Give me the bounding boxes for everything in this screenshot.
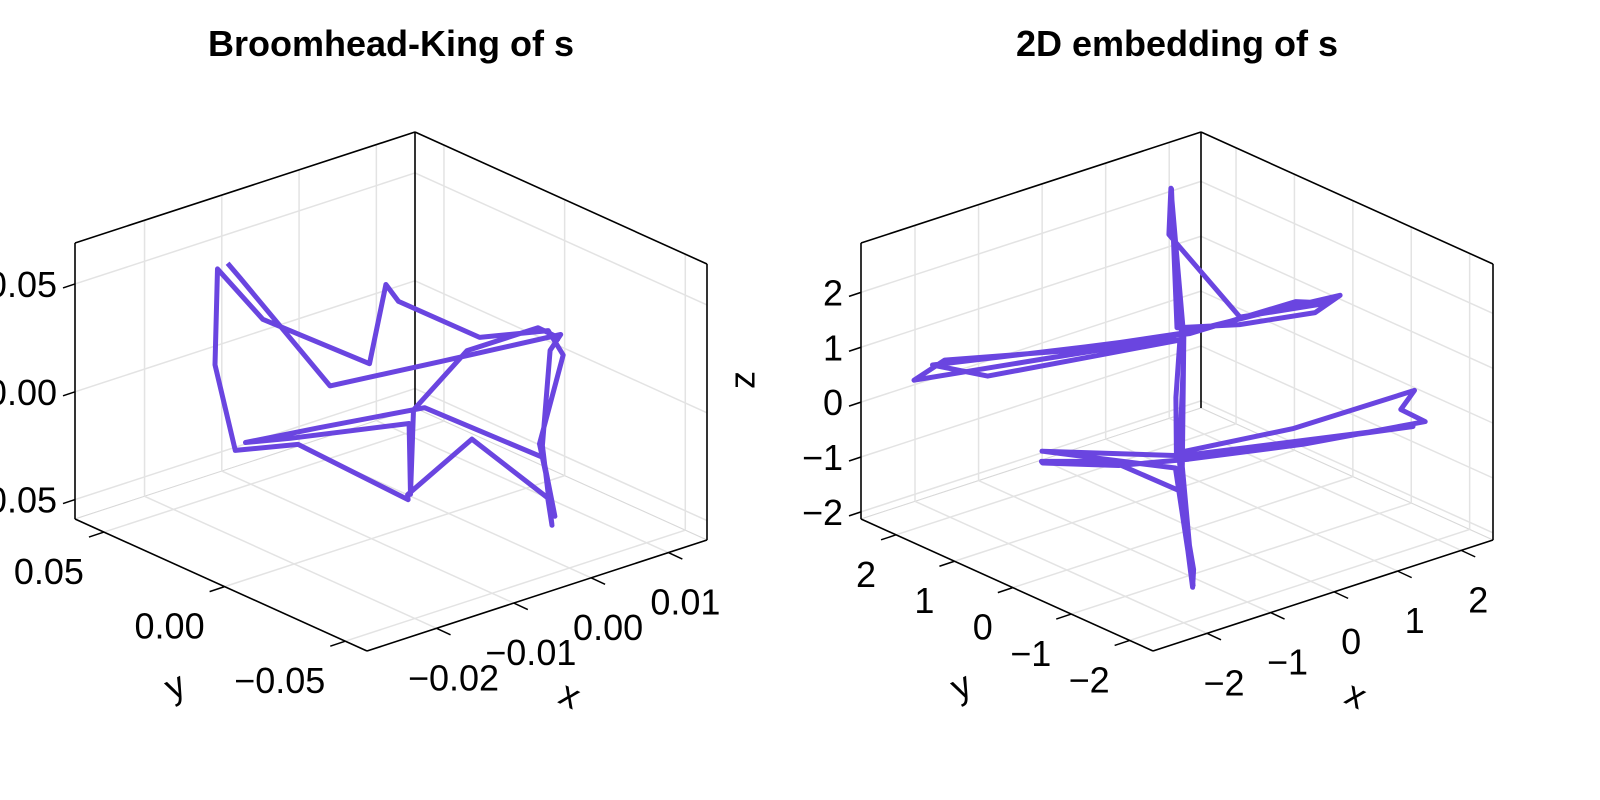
trajectory-line xyxy=(212,261,566,528)
tick-mark xyxy=(590,577,606,586)
grid-line xyxy=(1200,400,1494,534)
grid-line xyxy=(914,500,1208,635)
tick-mark xyxy=(848,456,862,462)
x-tick-label: −2 xyxy=(1203,662,1244,703)
tick-mark xyxy=(997,586,1014,594)
axis-edge xyxy=(1152,539,1494,652)
grid-line xyxy=(860,235,1202,348)
axis-edge xyxy=(366,539,708,652)
axis-edge xyxy=(1200,131,1494,265)
x-tick-label: −1 xyxy=(1267,642,1308,683)
tick-mark xyxy=(1270,611,1285,620)
grid-line xyxy=(1200,235,1494,369)
y-tick-label: −0.05 xyxy=(234,660,325,701)
tick-mark xyxy=(1056,613,1072,620)
grid-line xyxy=(414,172,708,306)
y-tick-label: −1 xyxy=(1010,633,1051,674)
axis-edge xyxy=(860,131,1202,244)
y-tick-label: 0.05 xyxy=(14,551,84,592)
axis-edge xyxy=(414,131,708,265)
x-axis-label: x xyxy=(1339,672,1373,717)
grid-line xyxy=(103,420,445,533)
y-tick-label: 0 xyxy=(973,607,993,648)
x-tick-label: −0.01 xyxy=(485,632,576,673)
axis-edge xyxy=(74,131,416,244)
axis-edge xyxy=(74,518,368,652)
z-tick-label: 1 xyxy=(823,327,843,368)
y-axis-label: y xyxy=(944,663,978,708)
z-tick-label: 2 xyxy=(823,272,843,313)
grid-line xyxy=(954,449,1295,562)
grid-line xyxy=(1200,180,1494,315)
z-tick-label: 0.05 xyxy=(0,264,57,305)
grid-line xyxy=(1071,502,1412,615)
x-tick-label: 0 xyxy=(1341,621,1361,662)
z-tick-label: 0 xyxy=(823,382,843,423)
tick-mark xyxy=(1333,591,1349,600)
grid-line xyxy=(224,474,565,588)
tick-mark xyxy=(1460,549,1476,558)
grid-line xyxy=(978,479,1271,614)
chart-title: 2D embedding of s xyxy=(1016,23,1338,64)
grid-line xyxy=(74,172,416,285)
z-tick-label: 0.00 xyxy=(0,372,57,413)
tick-mark xyxy=(1206,632,1222,641)
tick-mark xyxy=(848,511,862,517)
grid-line xyxy=(221,470,515,604)
tick-mark xyxy=(62,391,76,397)
tick-mark xyxy=(209,585,225,593)
tick-mark xyxy=(62,498,76,505)
y-tick-label: 2 xyxy=(856,554,876,595)
grid-line xyxy=(860,345,1202,458)
axis-edge xyxy=(860,518,1154,652)
grid-line xyxy=(74,280,416,393)
tick-mark xyxy=(513,602,529,611)
x-tick-label: 2 xyxy=(1468,579,1488,620)
grid-line xyxy=(345,529,686,642)
z-tick-label: −0.05 xyxy=(0,480,57,521)
tick-mark xyxy=(880,534,897,541)
grid-line xyxy=(860,180,1202,294)
x-tick-label: 0.01 xyxy=(650,582,720,623)
x-tick-label: 0.00 xyxy=(573,607,643,648)
tick-mark xyxy=(668,551,683,560)
tick-mark xyxy=(436,627,451,636)
x-tick-label: 1 xyxy=(1405,600,1425,641)
grid-line xyxy=(144,495,437,629)
z-axis-label: z xyxy=(722,371,763,389)
y-tick-label: 0.00 xyxy=(135,606,205,647)
tick-mark xyxy=(330,640,346,647)
tick-mark xyxy=(1114,639,1130,647)
tick-mark xyxy=(88,531,105,538)
tick-mark xyxy=(1397,570,1412,579)
grid-line xyxy=(860,290,1202,403)
x-axis-label: x xyxy=(553,672,587,717)
tick-mark xyxy=(848,346,862,352)
tick-mark xyxy=(939,560,955,567)
grid-line xyxy=(1168,417,1462,552)
tick-mark xyxy=(848,291,862,298)
y-tick-label: −2 xyxy=(1069,659,1110,700)
z-tick-label: −1 xyxy=(802,437,843,478)
grid-line xyxy=(1129,528,1470,642)
grid-line xyxy=(414,387,708,522)
y-tick-label: 1 xyxy=(914,580,934,621)
tick-mark xyxy=(62,283,76,289)
grid-line xyxy=(860,400,1202,513)
trajectory-line xyxy=(911,185,1428,590)
chart-title: Broomhead-King of s xyxy=(208,23,574,64)
y-axis-label: y xyxy=(158,663,192,708)
tick-mark xyxy=(848,401,862,407)
x-tick-label: −0.02 xyxy=(408,657,499,698)
z-tick-label: −2 xyxy=(802,492,843,533)
grid-line xyxy=(376,419,669,554)
axes-3d: −0.02−0.010.000.01−0.050.000.05−0.050.00… xyxy=(0,131,720,701)
